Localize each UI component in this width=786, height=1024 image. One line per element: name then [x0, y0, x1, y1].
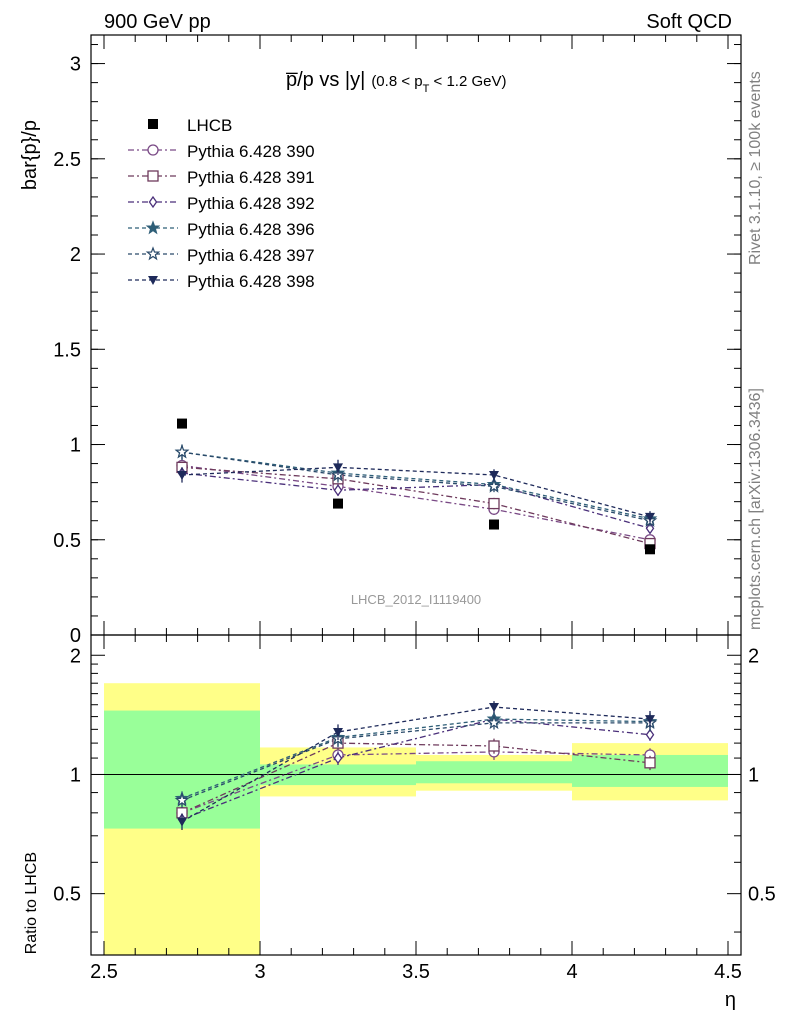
legend-label: Pythia 6.428 396	[187, 220, 315, 239]
ratio-tick-label-right: 0.5	[748, 884, 776, 906]
legend: LHCB Pythia 6.428 390 Pythia 6.428 391 Pyth…	[128, 116, 315, 291]
legend-marker	[145, 246, 161, 261]
series-point	[174, 444, 190, 459]
series-line	[181, 472, 651, 529]
legend-marker	[145, 220, 161, 235]
ratio-tick-label: 0.5	[53, 884, 81, 906]
ratio-point	[644, 757, 656, 769]
series-point	[486, 478, 502, 493]
chart-title-cut-sub: T	[423, 83, 430, 95]
ratio-point	[333, 751, 343, 765]
series-point	[488, 497, 500, 510]
y-tick-label: 0.5	[53, 530, 81, 552]
side-rivet-label: Rivet 3.1.10, ≥ 100k events	[747, 71, 764, 265]
y-axis-title: bar{p}/p	[19, 120, 41, 190]
y-tick-label: 1	[70, 435, 81, 457]
series-markers	[174, 418, 658, 831]
series-point	[177, 471, 187, 480]
legend-label: Pythia 6.428 392	[187, 194, 315, 213]
series-line	[181, 451, 651, 520]
ratio-series-line	[181, 718, 651, 821]
series-line	[181, 466, 651, 518]
ratio-point	[486, 715, 502, 730]
ratio-tick-label-right: 2	[748, 645, 759, 667]
ratio-point	[645, 728, 655, 741]
ratio-series-line	[181, 706, 651, 823]
data-point	[333, 498, 343, 509]
ratio-tick-label: 2	[70, 645, 81, 667]
data-point	[645, 544, 655, 555]
legend-marker	[147, 170, 159, 182]
side-mcplots-label: mcplots.cern.ch [arXiv:1306.3436]	[747, 388, 764, 630]
legend-label: Pythia 6.428 398	[187, 272, 315, 291]
ratio-point	[174, 792, 190, 807]
ratio-axis-title: Ratio to LHCB	[23, 852, 40, 954]
y-tick-label: 0	[70, 625, 81, 647]
chart-title-cut-end: < 1.2 GeV)	[429, 73, 506, 90]
legend-marker	[148, 276, 158, 285]
ratio-point	[489, 703, 499, 713]
ratio-series-line	[181, 722, 650, 802]
x-tick-label: 4	[566, 961, 577, 983]
ratio-point	[333, 728, 343, 738]
chart-title-main: p̅/p vs |y|	[286, 69, 365, 91]
x-tick-label: 3.5	[402, 961, 430, 983]
y-tick-label: 2	[70, 244, 81, 266]
chart-title: p̅/p vs |y| (0.8 < pT < 1.2 GeV)	[286, 69, 507, 95]
legend-label: Pythia 6.428 391	[187, 168, 315, 187]
ratio-point	[177, 817, 187, 827]
legend-label: Pythia 6.428 390	[187, 142, 315, 161]
ratio-tick-label-right: 1	[748, 764, 759, 786]
chart-title-cut: (0.8 < p	[371, 73, 422, 90]
ratio-series-line	[181, 718, 651, 800]
legend-marker	[148, 195, 158, 209]
x-axis-title: η	[725, 989, 736, 1011]
x-tick-label: 2.5	[90, 961, 118, 983]
ratio-point	[645, 715, 655, 725]
data-point	[489, 519, 499, 530]
ratio-tick-label: 1	[70, 764, 81, 786]
header-left-label: 900 GeV pp	[104, 11, 211, 33]
y-tick-label: 2.5	[53, 149, 81, 171]
header-right-label: Soft QCD	[646, 11, 732, 33]
series-point	[333, 484, 343, 497]
ratio-bands	[91, 683, 741, 955]
axis-ticks: 2.5 3 3.5 4 4.5 0 0.5 1 1.5 2 2.5 3 0.5 0.5 1 1 2 2	[53, 35, 776, 983]
legend-label: LHCB	[187, 116, 232, 135]
y-tick-label: 3	[70, 54, 81, 76]
ratio-point	[488, 740, 500, 752]
legend-marker	[147, 144, 159, 156]
series-line	[181, 451, 651, 522]
x-tick-label: 3	[254, 961, 265, 983]
series-lines	[181, 451, 651, 823]
legend-marker	[148, 119, 158, 129]
series-point	[489, 471, 499, 480]
series-line	[181, 464, 651, 541]
analysis-label: LHCB_2012_I1119400	[351, 592, 481, 607]
series-point	[333, 463, 343, 473]
series-point	[645, 512, 655, 522]
y-tick-label: 1.5	[53, 339, 81, 361]
x-tick-label: 4.5	[714, 961, 742, 983]
ratio-series-line	[181, 742, 651, 814]
legend-label: Pythia 6.428 397	[187, 246, 315, 265]
series-point	[645, 522, 655, 535]
series-line	[181, 466, 651, 545]
ratio-band-green	[416, 761, 572, 784]
data-point	[177, 418, 187, 429]
